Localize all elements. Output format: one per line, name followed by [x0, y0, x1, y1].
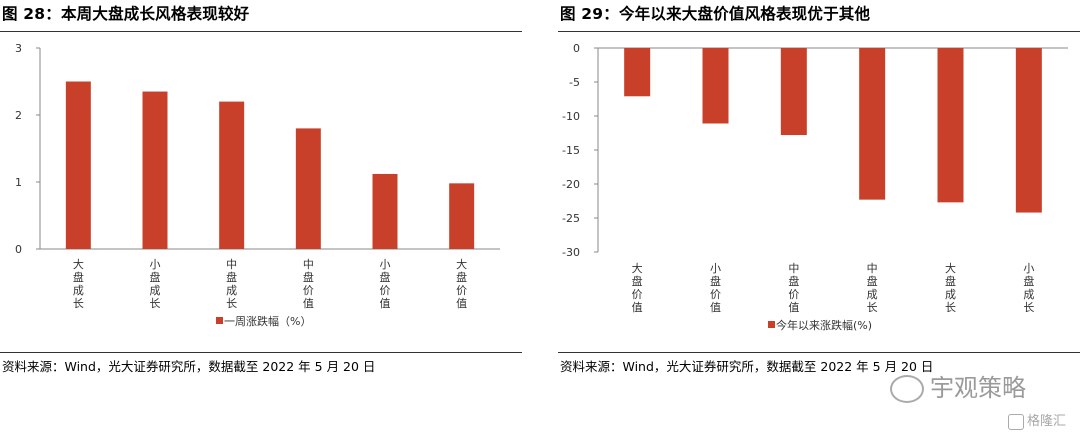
y-tick-label: -30	[562, 246, 580, 259]
y-tick-label: 0	[15, 243, 22, 256]
bottom-rule	[0, 352, 522, 353]
y-tick-label: 3	[15, 42, 22, 55]
x-tick-label: 大盘成长	[945, 261, 956, 314]
legend-label: 今年以来涨跌幅(%)	[776, 318, 872, 332]
top-rule	[558, 31, 1080, 32]
legend-swatch	[768, 321, 775, 328]
watermark-text: 宇观策略	[930, 374, 1026, 402]
chart-title: 图 28：本周大盘成长风格表现较好	[2, 5, 250, 23]
bar	[65, 81, 91, 249]
x-tick-label: 大盘价值	[632, 261, 643, 314]
x-tick-label: 大盘成长	[73, 257, 84, 310]
logo-icon	[1008, 413, 1024, 430]
bar	[624, 48, 651, 97]
x-tick-label: 中盘成长	[226, 258, 237, 310]
x-tick-label: 小盘成长	[150, 258, 161, 310]
bar	[1015, 48, 1042, 213]
bar	[937, 48, 964, 203]
bar	[219, 101, 245, 249]
watermark: 宇观策略	[890, 368, 1026, 403]
y-tick-label: 2	[15, 109, 22, 122]
top-rule	[0, 31, 522, 32]
x-tick-label: 中盘成长	[867, 262, 878, 314]
bar	[859, 48, 886, 200]
wechat-icon	[890, 375, 924, 403]
watermark-secondary: 格隆汇	[1008, 410, 1066, 430]
legend-label: 一周涨跌幅（%）	[224, 314, 311, 328]
bar	[780, 48, 807, 136]
x-tick-label: 小盘价值	[710, 262, 721, 314]
x-tick-label: 小盘价值	[380, 258, 391, 310]
source-note: 资料来源：Wind，光大证券研究所，数据截至 2022 年 5 月 20 日	[2, 359, 376, 374]
bar	[295, 128, 321, 249]
bar	[372, 173, 398, 249]
x-tick-label: 小盘成长	[1023, 262, 1034, 314]
bar-chart-ytd: 0 -5 -10 -15 -20 -25 -30 大盘价值 小盘价值 中盘价值 中盘成长 大盘成长 小盘…	[562, 42, 1068, 332]
bar	[142, 91, 168, 249]
y-tick-label: -25	[562, 212, 580, 225]
y-tick-label: -20	[562, 178, 580, 191]
chart-title: 图 29：今年以来大盘价值风格表现优于其他	[560, 5, 871, 23]
y-tick-label: -15	[562, 144, 580, 157]
bar	[449, 183, 475, 249]
bottom-rule	[558, 352, 1080, 353]
x-tick-label: 中盘价值	[788, 262, 799, 314]
bar	[702, 48, 729, 124]
y-tick-label: 0	[573, 42, 580, 55]
x-tick-label: 大盘价值	[456, 257, 467, 310]
y-tick-label: -5	[569, 76, 580, 89]
y-tick-label: 1	[15, 176, 22, 189]
x-tick-label: 中盘价值	[303, 258, 314, 310]
y-tick-label: -10	[562, 110, 580, 123]
watermark-sub-text: 格隆汇	[1027, 414, 1067, 429]
legend-swatch	[216, 317, 223, 324]
source-note: 资料来源：Wind，光大证券研究所，数据截至 2022 年 5 月 20 日	[560, 359, 934, 374]
